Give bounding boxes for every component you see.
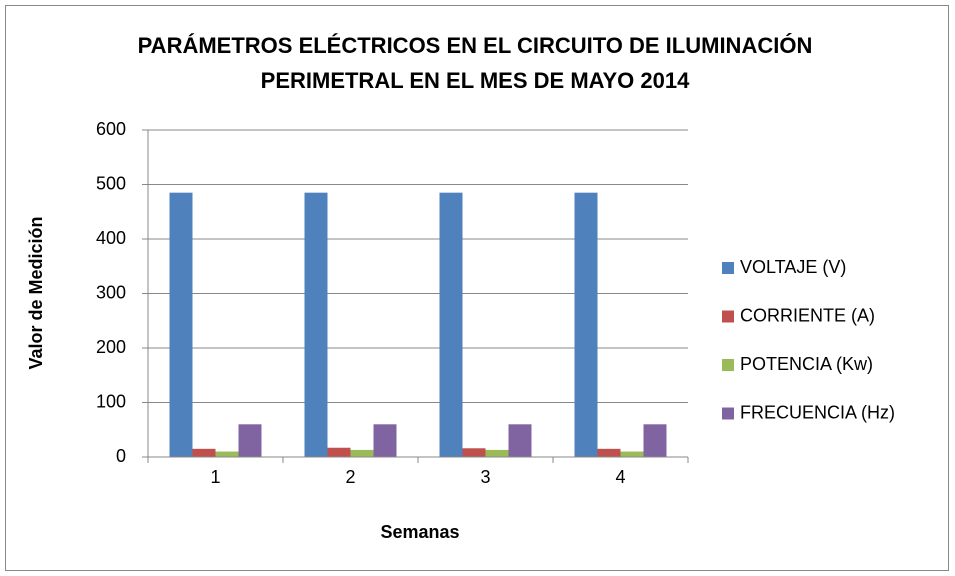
bar: [508, 424, 532, 457]
bar: [597, 448, 621, 457]
y-tick-label: 500: [96, 173, 126, 193]
bar: [620, 451, 644, 457]
legend-swatch: [722, 310, 734, 323]
bar: [215, 451, 239, 457]
bar: [350, 449, 374, 457]
bar: [304, 192, 328, 458]
y-tick-label: 200: [96, 337, 126, 357]
x-tick-label: 4: [615, 467, 625, 487]
legend-swatch: [722, 359, 734, 371]
x-tick-label: 3: [480, 467, 490, 487]
bar: [192, 448, 216, 457]
bar: [373, 424, 397, 457]
bar: [462, 448, 486, 457]
x-tick-label: 1: [210, 467, 220, 487]
legend-label: VOLTAJE (V): [740, 257, 846, 277]
legend-label: FRECUENCIA (Hz): [740, 402, 895, 422]
y-tick-label: 100: [96, 391, 126, 411]
y-axis-title: Valor de Medición: [26, 216, 46, 369]
x-axis-title: Semanas: [380, 522, 459, 542]
chart-title: PARÁMETROS ELÉCTRICOS EN EL CIRCUITO DE …: [138, 33, 813, 58]
bar: [485, 449, 509, 457]
bar: [327, 447, 351, 457]
legend-label: CORRIENTE (A): [740, 305, 875, 325]
bar: [169, 192, 193, 458]
legend-swatch: [722, 262, 734, 274]
legend-label: POTENCIA (Kw): [740, 354, 873, 374]
y-tick-label: 0: [116, 446, 126, 466]
chart-border: [5, 5, 949, 571]
legend-swatch: [722, 407, 734, 420]
y-tick-label: 300: [96, 282, 126, 302]
y-tick-label: 600: [96, 119, 126, 139]
bar: [574, 192, 598, 458]
bar: [643, 424, 667, 457]
bar: [238, 424, 262, 457]
bar: [439, 192, 463, 458]
chart-title: PERIMETRAL EN EL MES DE MAYO 2014: [261, 68, 690, 93]
x-tick-label: 2: [345, 467, 355, 487]
y-tick-label: 400: [96, 228, 126, 248]
